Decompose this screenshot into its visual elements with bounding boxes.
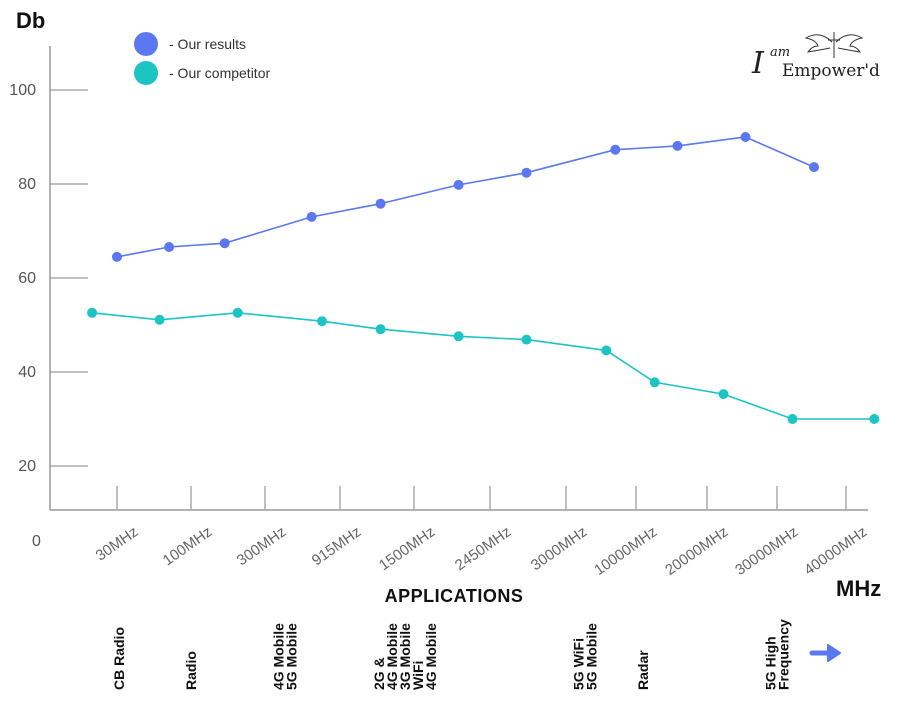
y-tick-label: 80 xyxy=(18,176,36,193)
application-label: 4G Mobile xyxy=(384,623,400,690)
data-point-series-0 xyxy=(672,140,683,151)
x-axis-unit-label: MHz xyxy=(836,576,881,601)
application-label: CB Radio xyxy=(111,627,127,690)
data-point-series-0 xyxy=(112,251,122,262)
data-point-series-0 xyxy=(306,211,317,222)
legend-label-competitor: - Our competitor xyxy=(169,65,270,81)
application-label: 5G High xyxy=(763,636,779,690)
data-point-series-0 xyxy=(375,198,386,209)
x-tick-label: 30MHz xyxy=(93,523,142,564)
x-tick-label: 100MHz xyxy=(160,523,216,569)
series-group xyxy=(87,132,880,424)
series-line-0 xyxy=(116,136,815,258)
x-tick-label: 2450MHz xyxy=(452,523,514,574)
data-point-series-0 xyxy=(219,238,230,249)
y-tick-label: 100 xyxy=(9,82,36,99)
x-tick-label: 40000MHz xyxy=(801,523,870,579)
application-label: WiFi xyxy=(410,661,426,690)
y-origin-label: 0 xyxy=(32,533,41,550)
data-point-series-1 xyxy=(869,414,880,424)
brand-logo: I am Empower'd xyxy=(751,32,880,81)
application-label: 4G Mobile xyxy=(423,623,439,690)
x-ticks: 30MHz 100MHz 300MHz 915MHz 1500MHz 2450MHz 300… xyxy=(93,486,870,579)
data-point-series-1 xyxy=(317,316,327,327)
y-tick-label: 40 xyxy=(18,364,36,381)
data-point-series-1 xyxy=(375,324,386,335)
x-tick-label: 20000MHz xyxy=(662,523,731,579)
data-point-series-0 xyxy=(521,167,532,178)
application-label: 5G WiFi xyxy=(571,638,587,690)
data-point-series-0 xyxy=(164,242,175,252)
data-point-series-1 xyxy=(718,389,729,400)
application-label: 5G Mobile xyxy=(584,623,600,690)
data-point-series-0 xyxy=(809,162,819,173)
data-point-series-1 xyxy=(453,331,464,342)
x-tick-label: 1500MHz xyxy=(376,523,438,574)
data-point-series-1 xyxy=(787,414,798,424)
y-axis-label: Db xyxy=(16,8,45,33)
data-point-series-1 xyxy=(601,345,612,356)
winged-cross-icon xyxy=(804,32,864,58)
legend-label-our-results: - Our results xyxy=(169,36,246,52)
legend-marker-competitor xyxy=(134,61,158,85)
logo-letter-i: I xyxy=(751,46,765,81)
data-point-series-0 xyxy=(610,144,621,155)
application-label: 5G Mobile xyxy=(284,623,300,690)
y-tick-label: 20 xyxy=(18,458,36,475)
data-point-series-1 xyxy=(521,334,532,345)
x-tick-label: 30000MHz xyxy=(732,523,801,579)
data-point-series-1 xyxy=(154,314,165,325)
y-ticks: 20 40 60 80 100 xyxy=(9,82,88,475)
x-tick-label: 3000MHz xyxy=(528,523,590,574)
legend-marker-our-results xyxy=(134,32,158,56)
application-label: 4G Mobile xyxy=(271,623,287,690)
legend: - Our results - Our competitor xyxy=(134,32,270,85)
data-point-series-0 xyxy=(453,179,464,190)
data-point-series-1 xyxy=(649,377,660,388)
application-label: 3G Mobile xyxy=(397,623,413,690)
data-point-series-1 xyxy=(232,307,243,318)
applications-title: APPLICATIONS xyxy=(385,586,524,606)
application-label: Radar xyxy=(635,650,651,690)
x-tick-label: 915MHz xyxy=(309,523,365,569)
x-tick-label: 10000MHz xyxy=(591,523,660,579)
data-point-series-0 xyxy=(740,132,751,142)
right-arrow-icon xyxy=(809,644,841,662)
series-line-1 xyxy=(92,311,875,420)
x-tick-label: 300MHz xyxy=(234,523,290,569)
application-label: Radio xyxy=(183,651,199,690)
application-label: Frequency xyxy=(776,619,792,690)
logo-am: am xyxy=(770,45,790,60)
logo-wordmark: Empower'd xyxy=(782,61,880,81)
y-tick-label: 60 xyxy=(18,270,36,287)
application-label: 2G & xyxy=(371,657,387,690)
data-point-series-1 xyxy=(87,307,98,318)
